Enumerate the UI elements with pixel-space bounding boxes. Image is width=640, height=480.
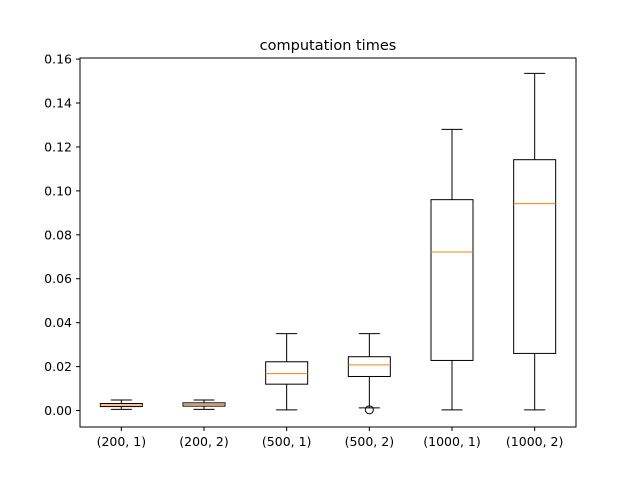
outlier-point bbox=[364, 405, 374, 415]
x-tick-label: (500, 1) bbox=[262, 434, 312, 449]
box bbox=[265, 361, 309, 385]
y-tick-label: 0.12 bbox=[44, 139, 72, 154]
y-tick-label: 0.00 bbox=[44, 403, 72, 418]
y-tick-label: 0.02 bbox=[44, 359, 72, 374]
box bbox=[513, 159, 557, 354]
x-tick-label: (200, 1) bbox=[97, 434, 147, 449]
plot-area: 0.00 0.02 0.04 0.06 0.08 0.10 0.12 0.14 0.16 (200… bbox=[44, 52, 577, 449]
y-tick-label: 0.14 bbox=[44, 96, 72, 111]
chart-title: computation times bbox=[260, 38, 397, 54]
x-tick-label: (1000, 1) bbox=[423, 434, 480, 449]
y-tick-label: 0.04 bbox=[44, 315, 72, 330]
box bbox=[347, 356, 391, 377]
x-tick-label: (500, 2) bbox=[345, 434, 395, 449]
x-tick-label: (200, 2) bbox=[179, 434, 229, 449]
y-tick-label: 0.06 bbox=[44, 271, 72, 286]
axes-frame bbox=[79, 57, 577, 428]
x-tick-label: (1000, 2) bbox=[506, 434, 563, 449]
y-tick-label: 0.10 bbox=[44, 183, 72, 198]
y-tick-label: 0.16 bbox=[44, 52, 72, 67]
y-tick-label: 0.08 bbox=[44, 227, 72, 242]
box bbox=[430, 199, 474, 361]
